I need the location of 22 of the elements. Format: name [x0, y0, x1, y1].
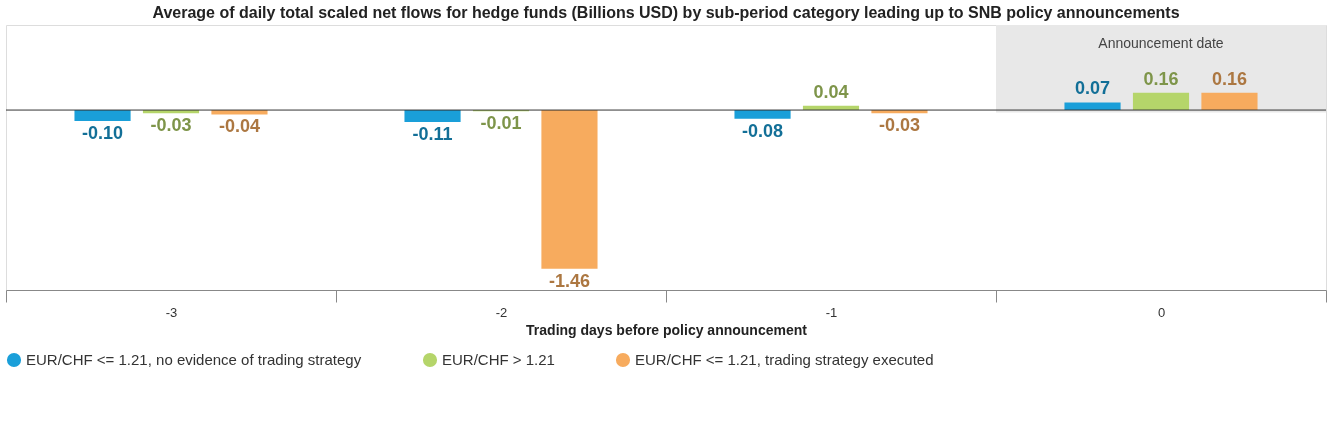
x-tick-label: -1: [825, 304, 838, 320]
data-label: -0.11: [412, 124, 453, 145]
band-label: Announcement date: [1098, 35, 1224, 51]
data-label: -0.03: [878, 115, 920, 136]
legend-label: EUR/CHF <= 1.21, trading strategy executed: [635, 351, 934, 368]
data-label: -0.10: [82, 122, 124, 143]
legend-label: EUR/CHF > 1.21: [442, 351, 555, 368]
x-axis-title: Trading days before policy announcement: [526, 321, 808, 338]
data-label: 0.16: [1143, 68, 1179, 89]
x-tick-label: -2: [495, 304, 508, 320]
data-label: -0.03: [150, 115, 192, 136]
chart-title: Average of daily total scaled net flows for hedge funds (Billions USD) by sub-period category leading up to SNB policy announcements: [152, 4, 1180, 21]
data-label: -0.01: [480, 113, 522, 134]
data-label: 0.07: [1075, 78, 1111, 99]
data-label: 0.16: [1211, 68, 1247, 89]
data-label: -0.08: [742, 120, 784, 141]
x-tick-label: 0: [1157, 304, 1166, 320]
legend-label: EUR/CHF <= 1.21, no evidence of trading strategy: [26, 351, 362, 368]
data-label: -1.46: [548, 270, 590, 291]
x-tick-label: -3: [165, 304, 178, 320]
data-label: -0.04: [218, 116, 260, 137]
data-label: 0.04: [813, 81, 849, 102]
